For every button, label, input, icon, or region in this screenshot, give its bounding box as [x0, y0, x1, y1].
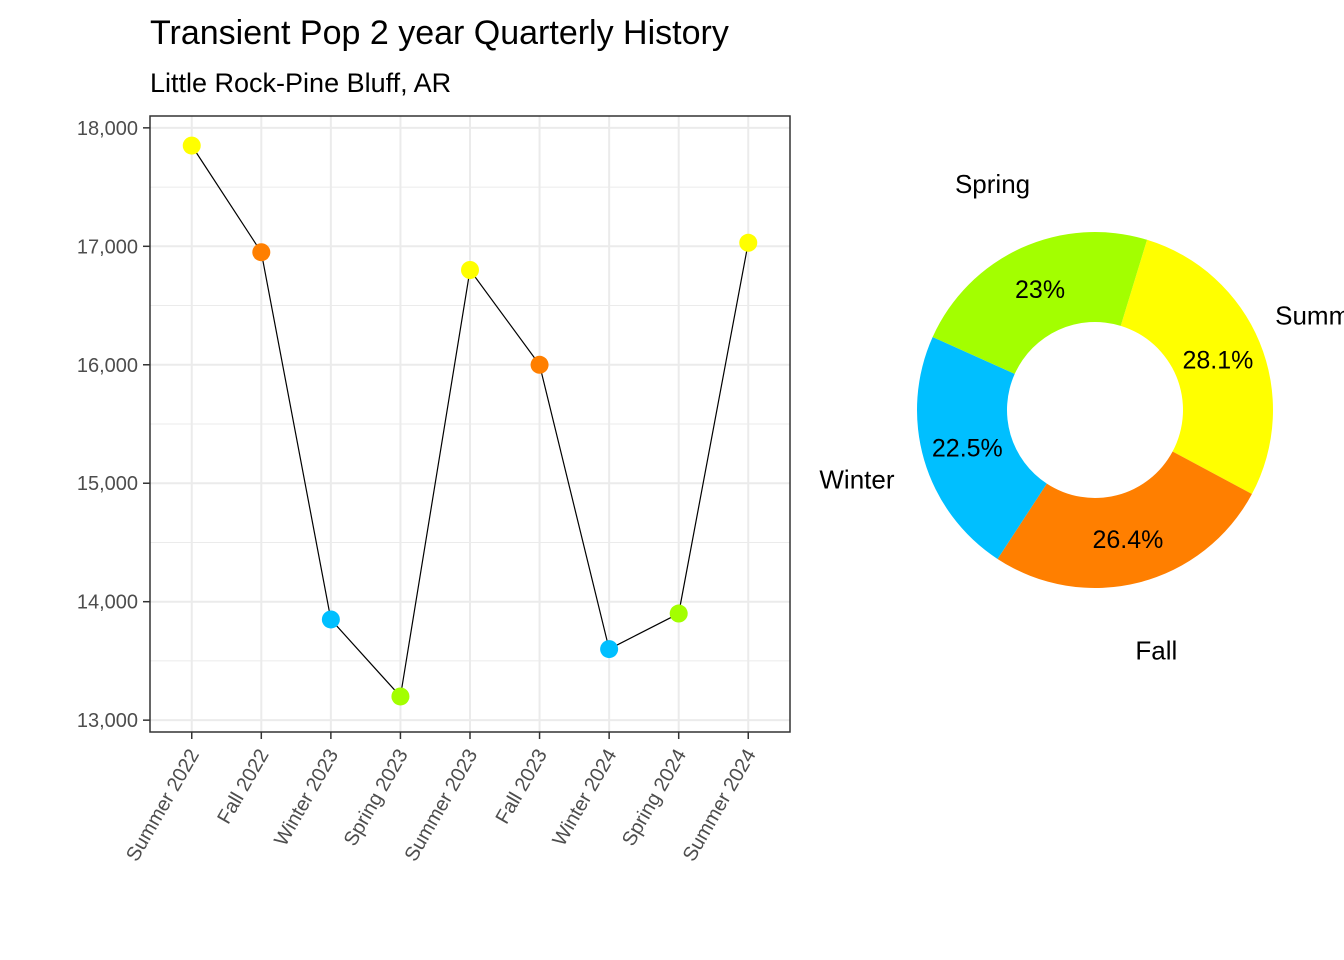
chart-title: Transient Pop 2 year Quarterly History [150, 14, 729, 52]
slice-percent-label: 23% [1015, 276, 1065, 304]
donut-slice [932, 232, 1148, 374]
data-point [321, 610, 340, 629]
x-tick-label: Spring 2023 [340, 746, 413, 850]
slice-season-label: Fall [1135, 635, 1177, 665]
x-tick-label: Summer 2024 [679, 746, 761, 866]
slice-season-label: Summer [1275, 300, 1344, 330]
donut-slice [917, 337, 1047, 559]
slice-percent-label: 26.4% [1092, 526, 1163, 554]
x-tick-label: Summer 2022 [122, 746, 204, 866]
donut-chart: 28.1% 26.4% 22.5% 23% Summer Fall Winter Sprin… [819, 169, 1344, 665]
line-chart: 13,000 14,000 15,000 16,000 17,000 18,000 Sum… [77, 115, 791, 866]
slice-percent-label: 22.5% [932, 434, 1003, 462]
slice-percent-label: 28.1% [1183, 346, 1254, 374]
slice-season-label: Spring [955, 169, 1030, 199]
donut-slice [997, 451, 1252, 588]
x-tick-label: Summer 2023 [400, 746, 482, 866]
season-label-layer: Summer Fall Winter Spring [819, 169, 1344, 665]
x-tick-label: Spring 2024 [618, 746, 691, 850]
chart-subtitle: Little Rock-Pine Bluff, AR [150, 68, 451, 98]
x-tick-label: Fall 2023 [492, 746, 552, 828]
data-point [530, 355, 549, 374]
data-point [182, 136, 201, 155]
y-tick-label: 16,000 [77, 355, 138, 377]
y-tick-label: 17,000 [77, 236, 138, 258]
donut-slice [1120, 239, 1273, 495]
y-tick-label: 15,000 [77, 473, 138, 495]
data-point [391, 687, 410, 706]
x-tick-label: Winter 2024 [548, 746, 621, 850]
x-tick-label: Winter 2023 [270, 746, 343, 850]
y-axis: 13,000 14,000 15,000 16,000 17,000 18,000 [77, 118, 150, 732]
percent-label-layer: 28.1% 26.4% 22.5% 23% [932, 276, 1253, 554]
point-layer [182, 136, 758, 706]
y-tick-label: 13,000 [77, 710, 138, 732]
data-point [669, 604, 688, 623]
data-point [739, 233, 758, 252]
slice-layer [917, 232, 1273, 588]
data-point [252, 243, 271, 262]
grid-layer [150, 116, 790, 732]
slice-season-label: Winter [819, 465, 894, 495]
data-point [461, 261, 479, 279]
data-point [600, 640, 619, 659]
y-tick-label: 18,000 [77, 118, 138, 140]
x-tick-label: Fall 2022 [213, 746, 273, 828]
y-tick-label: 14,000 [77, 592, 138, 614]
